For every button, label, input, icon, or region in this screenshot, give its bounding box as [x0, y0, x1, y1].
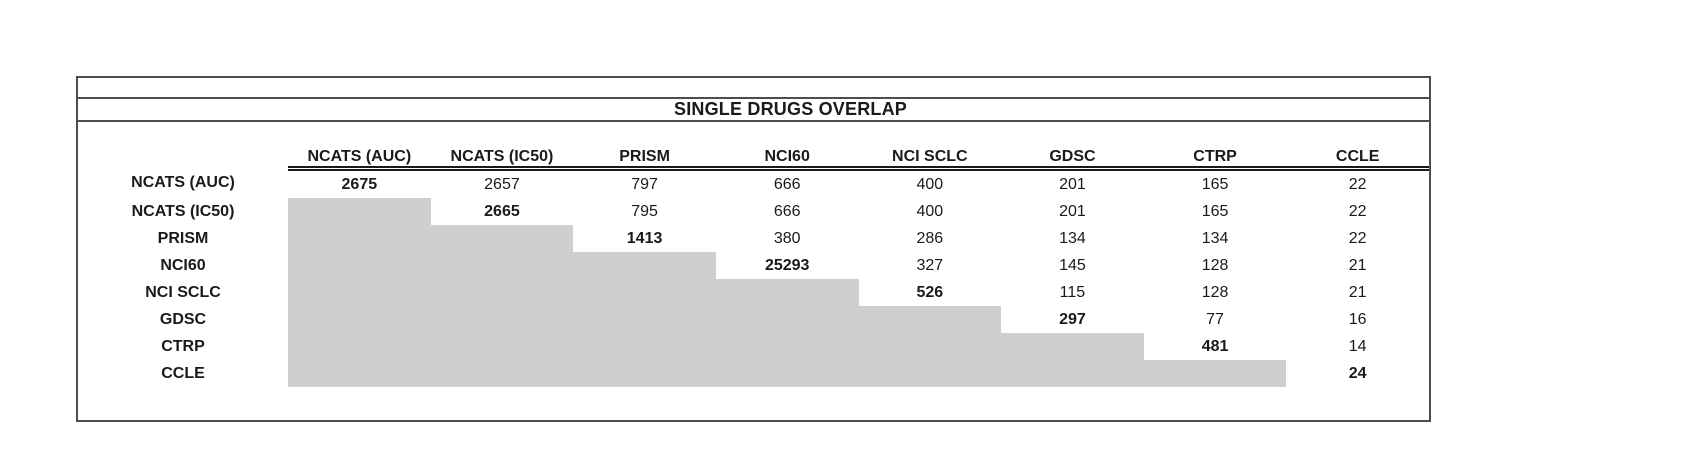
shaded-cell: [430, 306, 574, 333]
table-row: CTRP 481 14: [78, 333, 1429, 360]
shaded-cell: [1001, 333, 1144, 360]
shaded-cell: [573, 306, 716, 333]
matrix-cell: 25293: [764, 256, 810, 274]
table-row: PRISM 1413 380 286 134 134 22: [78, 225, 1429, 252]
row-label: NCATS (AUC): [131, 174, 235, 192]
matrix-cell: 201: [1059, 175, 1086, 193]
shaded-cell: [715, 360, 859, 387]
row-label: GDSC: [159, 310, 207, 328]
column-header: CTRP: [1143, 122, 1287, 171]
corner-cell: [78, 122, 288, 169]
matrix-cell: 327: [916, 256, 944, 274]
matrix-cell: 380: [773, 229, 801, 247]
matrix-cell: 134: [1059, 229, 1086, 247]
shaded-cell: [430, 333, 574, 360]
shaded-cell: [288, 360, 431, 387]
matrix-cell: 201: [1059, 202, 1086, 220]
column-header: NCATS (AUC): [288, 122, 431, 171]
shaded-cell: [288, 252, 431, 279]
matrix-cell: 2665: [484, 202, 520, 220]
shaded-cell: [573, 252, 716, 279]
shaded-cell: [858, 333, 1002, 360]
shaded-cell: [288, 198, 431, 225]
shaded-cell: [715, 333, 859, 360]
matrix-cell: 526: [916, 283, 944, 301]
matrix-body: NCATS (AUC) 2675 2657 797 666 400 201 165 22 NCAT…: [78, 169, 1429, 387]
matrix-cell: 795: [631, 202, 658, 220]
matrix-cell: 2675: [341, 175, 378, 193]
shaded-cell: [288, 306, 431, 333]
header-row: NCATS (AUC) NCATS (IC50) PRISM NCI60 NCI SCL…: [78, 122, 1429, 171]
matrix-cell: 400: [916, 202, 944, 220]
shaded-cell: [858, 306, 1002, 333]
table-row: CCLE 24: [78, 360, 1429, 387]
table-row: NCATS (IC50) 2665 795 666 400 201 165 22: [78, 198, 1429, 225]
matrix-cell: 128: [1201, 256, 1229, 274]
shaded-cell: [288, 225, 431, 252]
row-label: CTRP: [161, 337, 205, 355]
matrix-cell: 2657: [484, 175, 520, 193]
table-row: GDSC 297 77 16: [78, 306, 1429, 333]
matrix-cell: 16: [1348, 310, 1367, 328]
shaded-cell: [573, 279, 716, 306]
matrix-cell: 77: [1206, 310, 1224, 328]
matrix-cell: 1413: [626, 229, 663, 247]
table-title: SINGLE DRUGS OVERLAP: [78, 99, 1429, 122]
table-row: NCI60 25293 327 145 128 21: [78, 252, 1429, 279]
matrix-cell: 22: [1348, 229, 1367, 247]
matrix-cell: 165: [1201, 175, 1229, 193]
shaded-cell: [715, 306, 859, 333]
matrix-cell: 22: [1348, 202, 1367, 220]
shaded-cell: [573, 360, 716, 387]
matrix-cell: 400: [916, 175, 944, 193]
empty-band: [78, 78, 1429, 99]
overlap-matrix: NCATS (AUC) NCATS (IC50) PRISM NCI60 NCI SCL…: [78, 122, 1429, 387]
row-label: NCI60: [160, 256, 206, 274]
column-header: GDSC: [1001, 122, 1144, 171]
shaded-cell: [1001, 360, 1144, 387]
row-label: CCLE: [161, 364, 205, 382]
matrix-cell: 297: [1059, 310, 1086, 328]
table-row: NCI SCLC 526 115 128 21: [78, 279, 1429, 306]
matrix-cell: 145: [1059, 256, 1086, 274]
table-row: NCATS (AUC) 2675 2657 797 666 400 201 165 22: [78, 169, 1429, 199]
row-label: NCATS (IC50): [131, 202, 235, 220]
shaded-cell: [715, 279, 859, 306]
column-header: NCATS (IC50): [430, 122, 574, 171]
row-label: NCI SCLC: [145, 283, 221, 301]
matrix-cell: 24: [1348, 364, 1367, 382]
matrix-cell: 481: [1201, 337, 1229, 355]
matrix-cell: 22: [1348, 175, 1367, 193]
shaded-cell: [430, 252, 574, 279]
single-drugs-overlap-table: SINGLE DRUGS OVERLAP NCATS (AUC) NCATS (I…: [76, 76, 1431, 422]
column-header: CCLE: [1286, 122, 1429, 171]
shaded-cell: [288, 333, 431, 360]
shaded-cell: [430, 360, 574, 387]
shaded-cell: [858, 360, 1002, 387]
shaded-cell: [573, 333, 716, 360]
row-label: PRISM: [157, 229, 209, 247]
matrix-cell: 797: [631, 175, 658, 193]
matrix-cell: 165: [1201, 202, 1229, 220]
matrix-cell: 666: [773, 202, 801, 220]
shaded-cell: [430, 279, 574, 306]
matrix-header: NCATS (AUC) NCATS (IC50) PRISM NCI60 NCI SCL…: [78, 122, 1429, 171]
matrix-cell: 14: [1348, 337, 1367, 355]
column-header: NCI60: [715, 122, 859, 171]
matrix-cell: 115: [1059, 283, 1086, 301]
shaded-cell: [430, 225, 574, 252]
matrix-cell: 134: [1201, 229, 1229, 247]
shaded-cell: [288, 279, 431, 306]
matrix-cell: 21: [1348, 256, 1367, 274]
matrix-cell: 666: [773, 175, 801, 193]
column-header: NCI SCLC: [858, 122, 1002, 171]
matrix-cell: 286: [916, 229, 944, 247]
shaded-cell: [1143, 360, 1287, 387]
column-header: PRISM: [573, 122, 716, 171]
matrix-cell: 128: [1201, 283, 1229, 301]
matrix-cell: 21: [1348, 283, 1367, 301]
